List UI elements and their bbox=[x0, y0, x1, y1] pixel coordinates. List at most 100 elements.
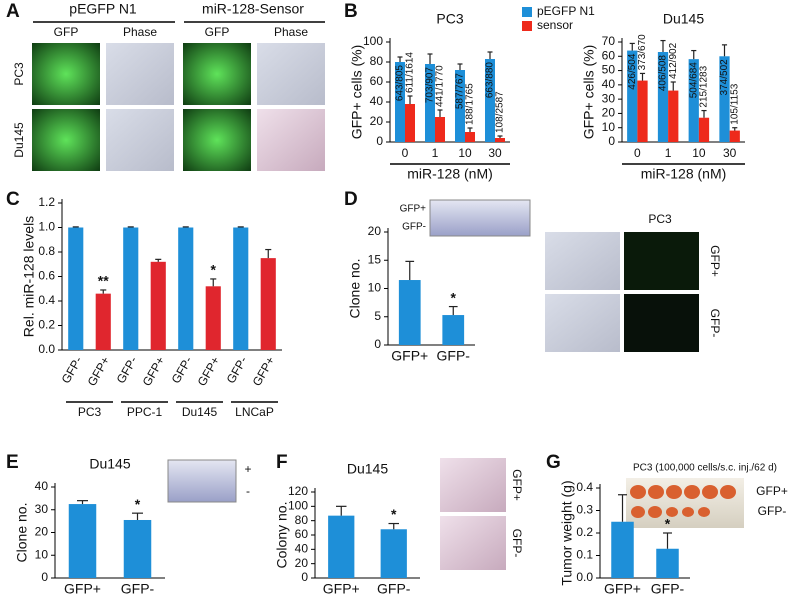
bar bbox=[123, 519, 152, 578]
count-label: 105/1153 bbox=[729, 83, 740, 124]
count-label: 373/670 bbox=[637, 34, 648, 71]
y-tick-label: 20 bbox=[368, 224, 382, 238]
y-tick-label: 80 bbox=[295, 513, 309, 527]
x-tick-label: 0 bbox=[402, 146, 409, 160]
y-axis-label: Rel. miR-128 levels bbox=[21, 216, 37, 337]
x-axis-label: miR-128 (nM) bbox=[407, 166, 493, 182]
x-tick-label: GFP- bbox=[377, 581, 411, 597]
inset-label: GFP+ bbox=[400, 204, 427, 215]
x-tick-label: 30 bbox=[488, 146, 502, 160]
micrograph bbox=[545, 232, 620, 290]
micrograph bbox=[440, 458, 506, 512]
count-label: 663/880 bbox=[485, 62, 496, 99]
count-label: 406/508 bbox=[658, 55, 669, 92]
group-label: pEGFP N1 bbox=[69, 1, 137, 17]
y-tick-label: 100 bbox=[363, 34, 383, 48]
y-tick-label: 10 bbox=[368, 281, 382, 295]
y-tick-label: 15 bbox=[368, 252, 382, 266]
y-tick-label: 40 bbox=[602, 77, 616, 91]
row-label: PC3 bbox=[12, 62, 26, 86]
tumor bbox=[666, 507, 678, 517]
significance-mark: * bbox=[135, 496, 141, 512]
inset-label: GFP+ bbox=[756, 484, 788, 498]
y-tick-label: 0 bbox=[301, 570, 308, 584]
tumor bbox=[631, 506, 645, 518]
micrograph bbox=[106, 43, 174, 105]
x-tick-label: 1 bbox=[432, 146, 439, 160]
panel-letter: G bbox=[546, 452, 561, 473]
y-tick-label: 20 bbox=[370, 114, 384, 128]
y-tick-label: 40 bbox=[35, 479, 49, 493]
chart-title: PC3 bbox=[436, 11, 463, 27]
panel-letter: A bbox=[6, 1, 20, 22]
y-tick-label: 20 bbox=[295, 556, 309, 570]
x-tick-label: 30 bbox=[723, 146, 737, 160]
micrographs bbox=[32, 43, 325, 171]
tumor bbox=[666, 485, 682, 499]
y-axis-label: GFP+ cells (%) bbox=[349, 45, 365, 140]
y-tick-label: 80 bbox=[370, 54, 384, 68]
group-label: PC3 bbox=[78, 405, 102, 419]
y-tick-label: 60 bbox=[370, 74, 384, 88]
significance-mark: * bbox=[211, 262, 217, 278]
x-tick-label: GFP+ bbox=[604, 581, 641, 597]
panel-letter: C bbox=[6, 189, 20, 210]
y-tick-label: 0 bbox=[376, 134, 383, 148]
count-label: 108/2587 bbox=[495, 91, 506, 133]
bar bbox=[485, 59, 495, 142]
bar bbox=[68, 227, 84, 350]
tumor bbox=[684, 485, 700, 499]
y-tick-label: 70 bbox=[602, 34, 616, 48]
x-tick-label: GFP+ bbox=[140, 354, 168, 388]
y-tick-label: 20 bbox=[602, 106, 616, 120]
micrograph bbox=[257, 43, 325, 105]
y-axis-label: Clone no. bbox=[347, 259, 363, 319]
y-tick-label: 30 bbox=[602, 91, 616, 105]
bar bbox=[627, 50, 638, 143]
bar bbox=[95, 293, 111, 350]
micrograph bbox=[32, 109, 100, 171]
bar bbox=[657, 52, 669, 142]
count-label: 643/805 bbox=[395, 65, 406, 102]
group-label: LNCaP bbox=[235, 405, 274, 419]
legend-label: pEGFP N1 bbox=[537, 4, 595, 18]
chart-title: Du145 bbox=[89, 456, 130, 472]
y-axis-label: Tumor weight (g) bbox=[559, 480, 575, 585]
column-label: Phase bbox=[123, 25, 157, 39]
y-tick-label: 5 bbox=[374, 309, 381, 323]
row-label: Du145 bbox=[12, 122, 26, 158]
y-tick-label: 0.3 bbox=[576, 503, 593, 517]
micrograph bbox=[440, 516, 506, 570]
count-label: 441/1770 bbox=[435, 65, 446, 107]
count-label: 215/1283 bbox=[699, 65, 710, 107]
micrograph bbox=[257, 109, 325, 171]
bar bbox=[668, 90, 679, 142]
y-tick-label: 0.8 bbox=[38, 244, 55, 258]
count-label: 426/504 bbox=[627, 53, 638, 90]
y-axis-label: Colony no. bbox=[274, 502, 290, 569]
y-tick-label: 0.4 bbox=[576, 480, 593, 494]
bar bbox=[435, 117, 445, 142]
y-tick-label: 60 bbox=[602, 48, 616, 62]
group-label: Du145 bbox=[182, 405, 218, 419]
y-tick-label: 10 bbox=[602, 120, 616, 134]
row-label: GFP- bbox=[708, 309, 722, 338]
plate-image bbox=[429, 199, 531, 237]
y-tick-label: 30 bbox=[35, 502, 49, 516]
y-tick-label: 120 bbox=[288, 484, 308, 498]
bar bbox=[205, 286, 221, 350]
bar bbox=[465, 132, 475, 142]
x-tick-label: GFP+ bbox=[323, 581, 360, 597]
micrograph bbox=[183, 43, 251, 105]
bar bbox=[123, 227, 139, 350]
significance-mark: * bbox=[665, 516, 671, 532]
y-tick-label: 0.6 bbox=[38, 269, 55, 283]
bar bbox=[656, 548, 679, 578]
y-axis-label: GFP+ cells (%) bbox=[581, 45, 597, 140]
bar bbox=[178, 227, 194, 350]
tumor bbox=[698, 507, 710, 517]
bar bbox=[328, 515, 355, 578]
micrograph bbox=[545, 294, 620, 352]
bar bbox=[729, 130, 740, 142]
